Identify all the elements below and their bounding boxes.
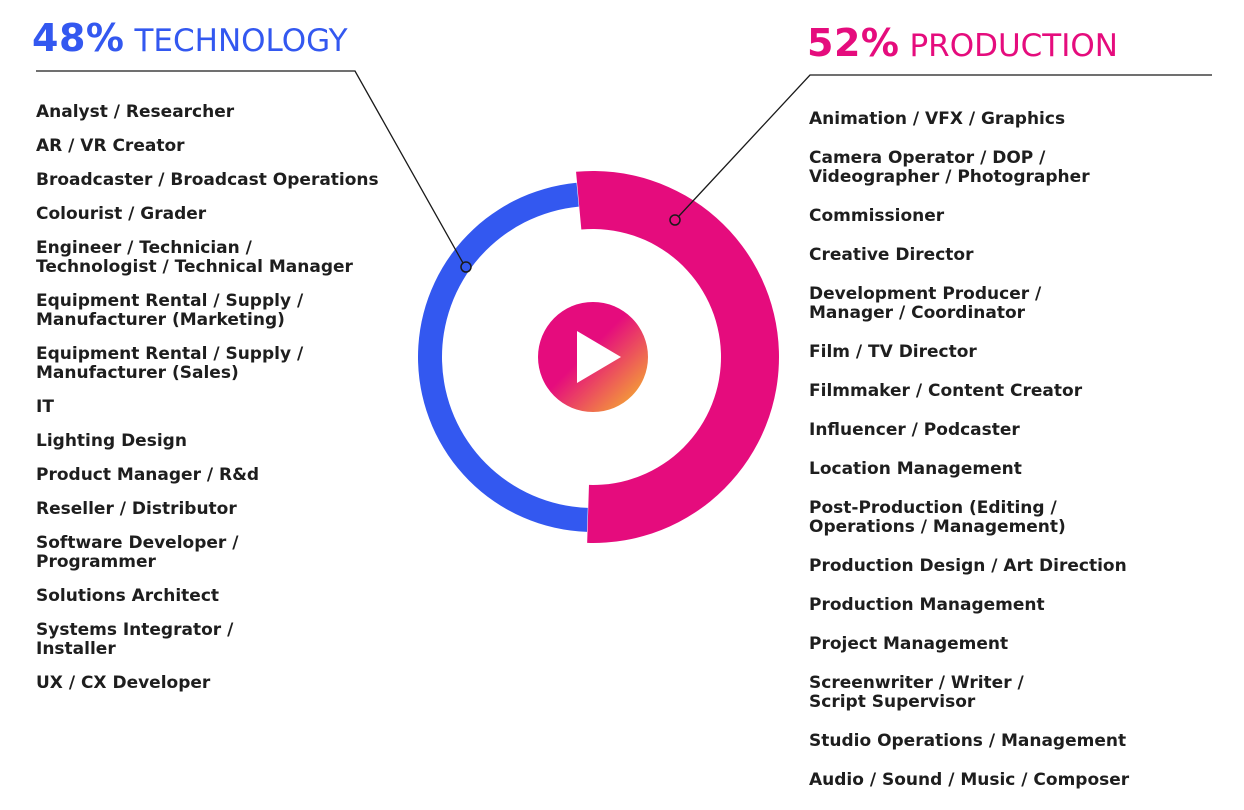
technology-role-item: Software Developer / Programmer <box>36 533 239 572</box>
technology-role-item: Reseller / Distributor <box>36 499 237 519</box>
technology-role-item: IT <box>36 397 54 417</box>
production-role-item: Production Design / Art Direction <box>809 556 1127 576</box>
technology-role-item: UX / CX Developer <box>36 673 211 693</box>
technology-leader-line <box>36 70 464 264</box>
technology-role-item: AR / VR Creator <box>36 136 185 156</box>
production-role-item: Creative Director <box>809 245 974 265</box>
production-role-item: Audio / Sound / Music / Composer <box>809 770 1130 790</box>
production-percent: 52% <box>807 21 900 65</box>
technology-role-item: Systems Integrator / Installer <box>36 620 234 659</box>
production-role-item: Studio Operations / Management <box>809 731 1127 751</box>
technology-role-item: Solutions Architect <box>36 586 220 606</box>
production-role-item: Animation / VFX / Graphics <box>809 109 1066 129</box>
technology-role-item: Equipment Rental / Supply / Manufacturer… <box>36 291 304 330</box>
production-role-item: Filmmaker / Content Creator <box>809 381 1083 401</box>
production-role-item: Location Management <box>809 459 1022 479</box>
production-role-item: Camera Operator / DOP / Videographer / P… <box>809 148 1090 187</box>
production-role-item: Commissioner <box>809 206 945 226</box>
technology-label: TECHNOLOGY <box>134 23 348 59</box>
technology-role-item: Equipment Rental / Supply / Manufacturer… <box>36 344 304 383</box>
technology-role-item: Colourist / Grader <box>36 204 207 224</box>
technology-role-item: Product Manager / R&d <box>36 465 260 485</box>
production-role-item: Project Management <box>809 634 1009 654</box>
production-role-item: Influencer / Podcaster <box>809 420 1020 440</box>
production-leader-line <box>678 74 1212 217</box>
technology-leader-dot <box>460 261 472 273</box>
production-roles-list: Animation / VFX / Graphics Camera Operato… <box>809 110 1229 810</box>
production-role-item: Film / TV Director <box>809 342 977 362</box>
production-leader-dot <box>669 214 681 226</box>
production-role-item: Development Producer / Manager / Coordin… <box>809 284 1042 323</box>
production-header: 52% PRODUCTION <box>807 21 1118 65</box>
production-label: PRODUCTION <box>909 28 1118 64</box>
technology-role-item: Lighting Design <box>36 431 187 451</box>
technology-percent: 48% <box>32 16 125 60</box>
technology-role-item: Broadcaster / Broadcast Operations <box>36 170 379 190</box>
technology-header: 48% TECHNOLOGY <box>32 16 348 60</box>
technology-role-item: Engineer / Technician / Technologist / T… <box>36 238 353 277</box>
technology-roles-list: Analyst / Researcher AR / VR Creator Broad… <box>36 103 396 708</box>
production-role-item: Screenwriter / Writer / Script Superviso… <box>809 673 1024 712</box>
production-slice <box>576 171 779 543</box>
play-icon[interactable] <box>577 331 621 383</box>
technology-slice <box>418 182 588 532</box>
technology-role-item: Analyst / Researcher <box>36 102 235 122</box>
production-role-item: Production Management <box>809 595 1045 615</box>
production-role-item: Post-Production (Editing / Operations / … <box>809 498 1066 537</box>
